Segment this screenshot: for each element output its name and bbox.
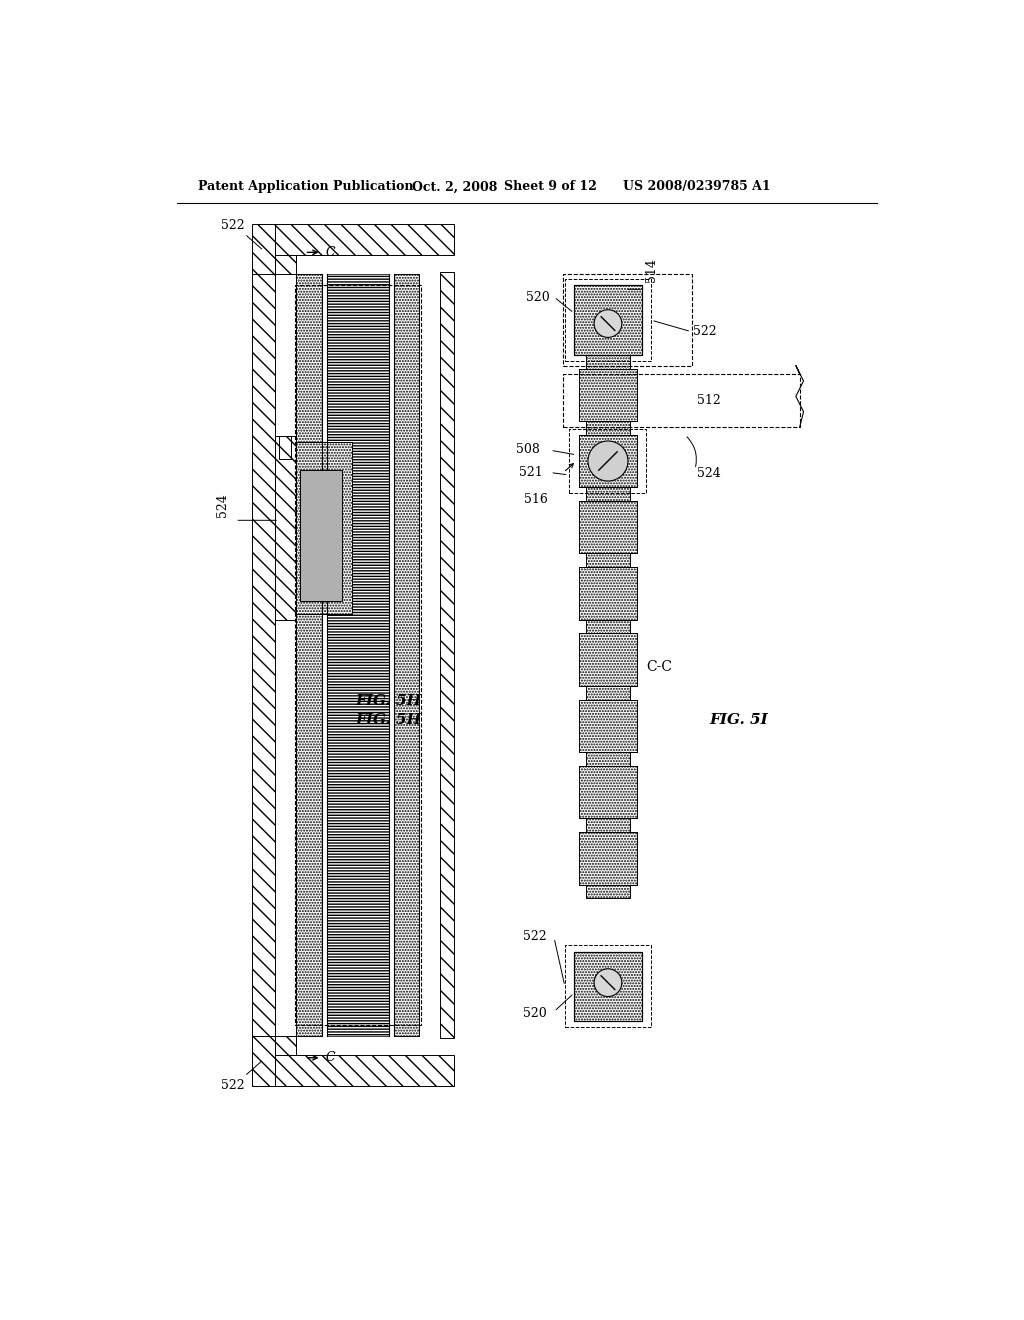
Bar [565,280,651,360]
Bar [587,752,630,766]
Text: 516: 516 [524,492,548,506]
Bar [394,275,419,1036]
Bar [295,285,421,1024]
Bar [579,368,637,421]
Bar [275,255,296,275]
Text: FIG. 5H: FIG. 5H [355,694,422,709]
Text: 514: 514 [645,257,658,281]
Bar [300,470,342,601]
Bar [579,434,637,487]
Bar [296,442,352,614]
Bar [587,884,630,899]
Text: 524: 524 [216,494,229,516]
Bar [327,275,388,1036]
Text: 521: 521 [519,466,543,479]
Bar [440,272,454,1038]
Bar [579,568,637,619]
Text: US 2008/0239785 A1: US 2008/0239785 A1 [624,181,771,194]
Text: 522: 522 [221,219,245,231]
Bar [296,275,322,1036]
Bar [565,945,651,1027]
Bar [275,1056,454,1086]
Bar [587,487,630,502]
Text: FIG. 5I: FIG. 5I [710,714,768,727]
Bar [579,502,637,553]
Circle shape [588,441,628,480]
Text: 524: 524 [696,467,720,480]
Bar [574,285,642,355]
Bar [280,436,291,459]
Bar [574,952,642,1020]
Text: 522: 522 [221,1078,245,1092]
Text: 512: 512 [696,395,720,407]
Text: Sheet 9 of 12: Sheet 9 of 12 [504,181,597,194]
Text: C: C [326,246,335,259]
Bar [579,634,637,686]
Text: C-C: C-C [646,660,673,673]
Text: Oct. 2, 2008: Oct. 2, 2008 [412,181,497,194]
Bar [587,818,630,832]
Bar [587,686,630,700]
Bar [587,619,630,634]
Text: 508: 508 [516,444,541,455]
Bar [275,436,296,620]
Bar [587,421,630,434]
Bar [275,224,454,255]
Text: 520: 520 [522,1007,547,1019]
Bar [574,285,642,355]
Bar [252,275,275,1036]
Bar [275,1036,296,1056]
Text: 522: 522 [692,325,716,338]
Text: 520: 520 [526,290,550,304]
Circle shape [594,969,622,997]
Circle shape [594,310,622,338]
Bar [252,1036,275,1086]
Bar [587,553,630,568]
Bar [579,700,637,752]
Bar [587,355,630,368]
Text: C: C [326,1051,335,1064]
Bar [252,224,275,275]
Text: 522: 522 [522,929,547,942]
Text: FIG. 5H: FIG. 5H [355,714,422,727]
Bar [579,766,637,818]
Bar [579,832,637,884]
Text: Patent Application Publication: Patent Application Publication [199,181,414,194]
Bar [562,374,800,428]
Bar [574,952,642,1020]
Bar [569,429,646,494]
Bar [562,275,692,367]
